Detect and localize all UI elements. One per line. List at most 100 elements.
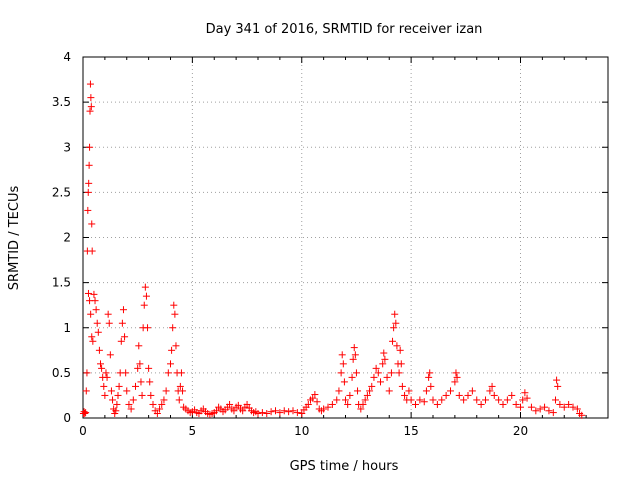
data-point xyxy=(554,382,562,390)
data-point xyxy=(121,333,129,341)
data-point xyxy=(438,396,446,404)
data-point xyxy=(422,387,430,395)
data-point xyxy=(263,409,271,417)
data-point xyxy=(335,387,343,395)
data-point xyxy=(313,398,321,406)
chart-title: Day 341 of 2016, SRMTID for receiver iza… xyxy=(206,22,483,37)
data-point xyxy=(234,401,242,409)
data-point xyxy=(285,408,293,416)
data-point xyxy=(495,396,503,404)
data-point xyxy=(503,396,511,404)
data-point xyxy=(122,369,130,377)
y-tick-label: 3.5 xyxy=(52,95,71,109)
data-point xyxy=(141,283,149,291)
data-point xyxy=(372,364,380,372)
data-point xyxy=(324,403,332,411)
data-point xyxy=(387,369,395,377)
y-tick-label: 1.5 xyxy=(52,276,71,290)
data-point xyxy=(117,337,125,345)
data-point xyxy=(176,382,184,390)
data-point xyxy=(127,405,135,413)
data-point xyxy=(84,188,92,196)
data-point xyxy=(212,407,220,415)
data-point xyxy=(521,389,529,397)
data-point xyxy=(392,319,400,327)
data-point xyxy=(93,319,101,327)
data-point xyxy=(140,301,148,309)
data-point xyxy=(82,409,90,417)
data-point xyxy=(412,400,419,408)
data-point xyxy=(377,378,384,386)
data-point xyxy=(385,387,393,395)
data-point xyxy=(177,369,185,377)
data-point xyxy=(83,369,91,377)
data-point xyxy=(226,400,234,408)
data-point xyxy=(464,391,472,399)
data-point xyxy=(146,378,154,386)
data-point xyxy=(397,360,405,368)
data-point xyxy=(87,310,95,318)
data-point xyxy=(380,349,388,357)
data-point xyxy=(156,405,164,413)
data-point xyxy=(90,290,98,298)
data-point xyxy=(396,346,404,354)
data-point xyxy=(85,161,93,169)
data-point xyxy=(158,400,166,408)
data-point xyxy=(451,378,459,386)
y-tick-label: 0.5 xyxy=(52,366,71,380)
data-point xyxy=(468,387,476,395)
data-point xyxy=(129,396,137,404)
data-point xyxy=(86,107,94,115)
data-point xyxy=(239,407,247,415)
data-point xyxy=(168,346,176,354)
data-point xyxy=(433,400,441,408)
data-point xyxy=(361,396,369,404)
data-point xyxy=(427,382,435,390)
data-point xyxy=(138,391,146,399)
data-point xyxy=(573,405,581,413)
data-point xyxy=(135,342,143,350)
data-point xyxy=(368,382,376,390)
data-point xyxy=(102,369,110,377)
data-point xyxy=(556,400,564,408)
data-point xyxy=(88,333,96,341)
grid-lines xyxy=(83,57,608,418)
data-point xyxy=(366,387,374,395)
data-point xyxy=(254,409,262,417)
y-tick-label: 3 xyxy=(63,140,71,154)
data-point xyxy=(517,403,524,411)
data-point xyxy=(350,344,358,352)
data-point xyxy=(401,391,409,399)
data-point xyxy=(389,337,397,345)
y-tick-label: 1 xyxy=(63,321,71,335)
data-point xyxy=(333,396,341,404)
data-points xyxy=(79,80,586,419)
data-point xyxy=(309,394,317,402)
data-point xyxy=(81,409,89,417)
data-point xyxy=(230,407,238,415)
data-point xyxy=(243,400,251,408)
data-point xyxy=(391,310,399,318)
data-point xyxy=(508,391,516,399)
data-point xyxy=(519,396,527,404)
data-point xyxy=(134,364,142,372)
data-point xyxy=(383,373,391,381)
data-point xyxy=(113,400,121,408)
data-point xyxy=(337,369,345,377)
data-point xyxy=(164,369,172,377)
data-point xyxy=(407,396,415,404)
data-point xyxy=(565,400,573,408)
data-point xyxy=(569,403,577,411)
data-point xyxy=(101,391,109,399)
data-point xyxy=(578,411,586,419)
data-point xyxy=(105,319,113,327)
data-point xyxy=(416,396,424,404)
ticks xyxy=(82,56,609,419)
data-point xyxy=(523,394,531,402)
data-point xyxy=(114,391,122,399)
data-point xyxy=(119,306,127,314)
data-point xyxy=(88,247,96,255)
data-point xyxy=(100,382,108,390)
data-point xyxy=(344,400,352,408)
data-point xyxy=(82,387,90,395)
